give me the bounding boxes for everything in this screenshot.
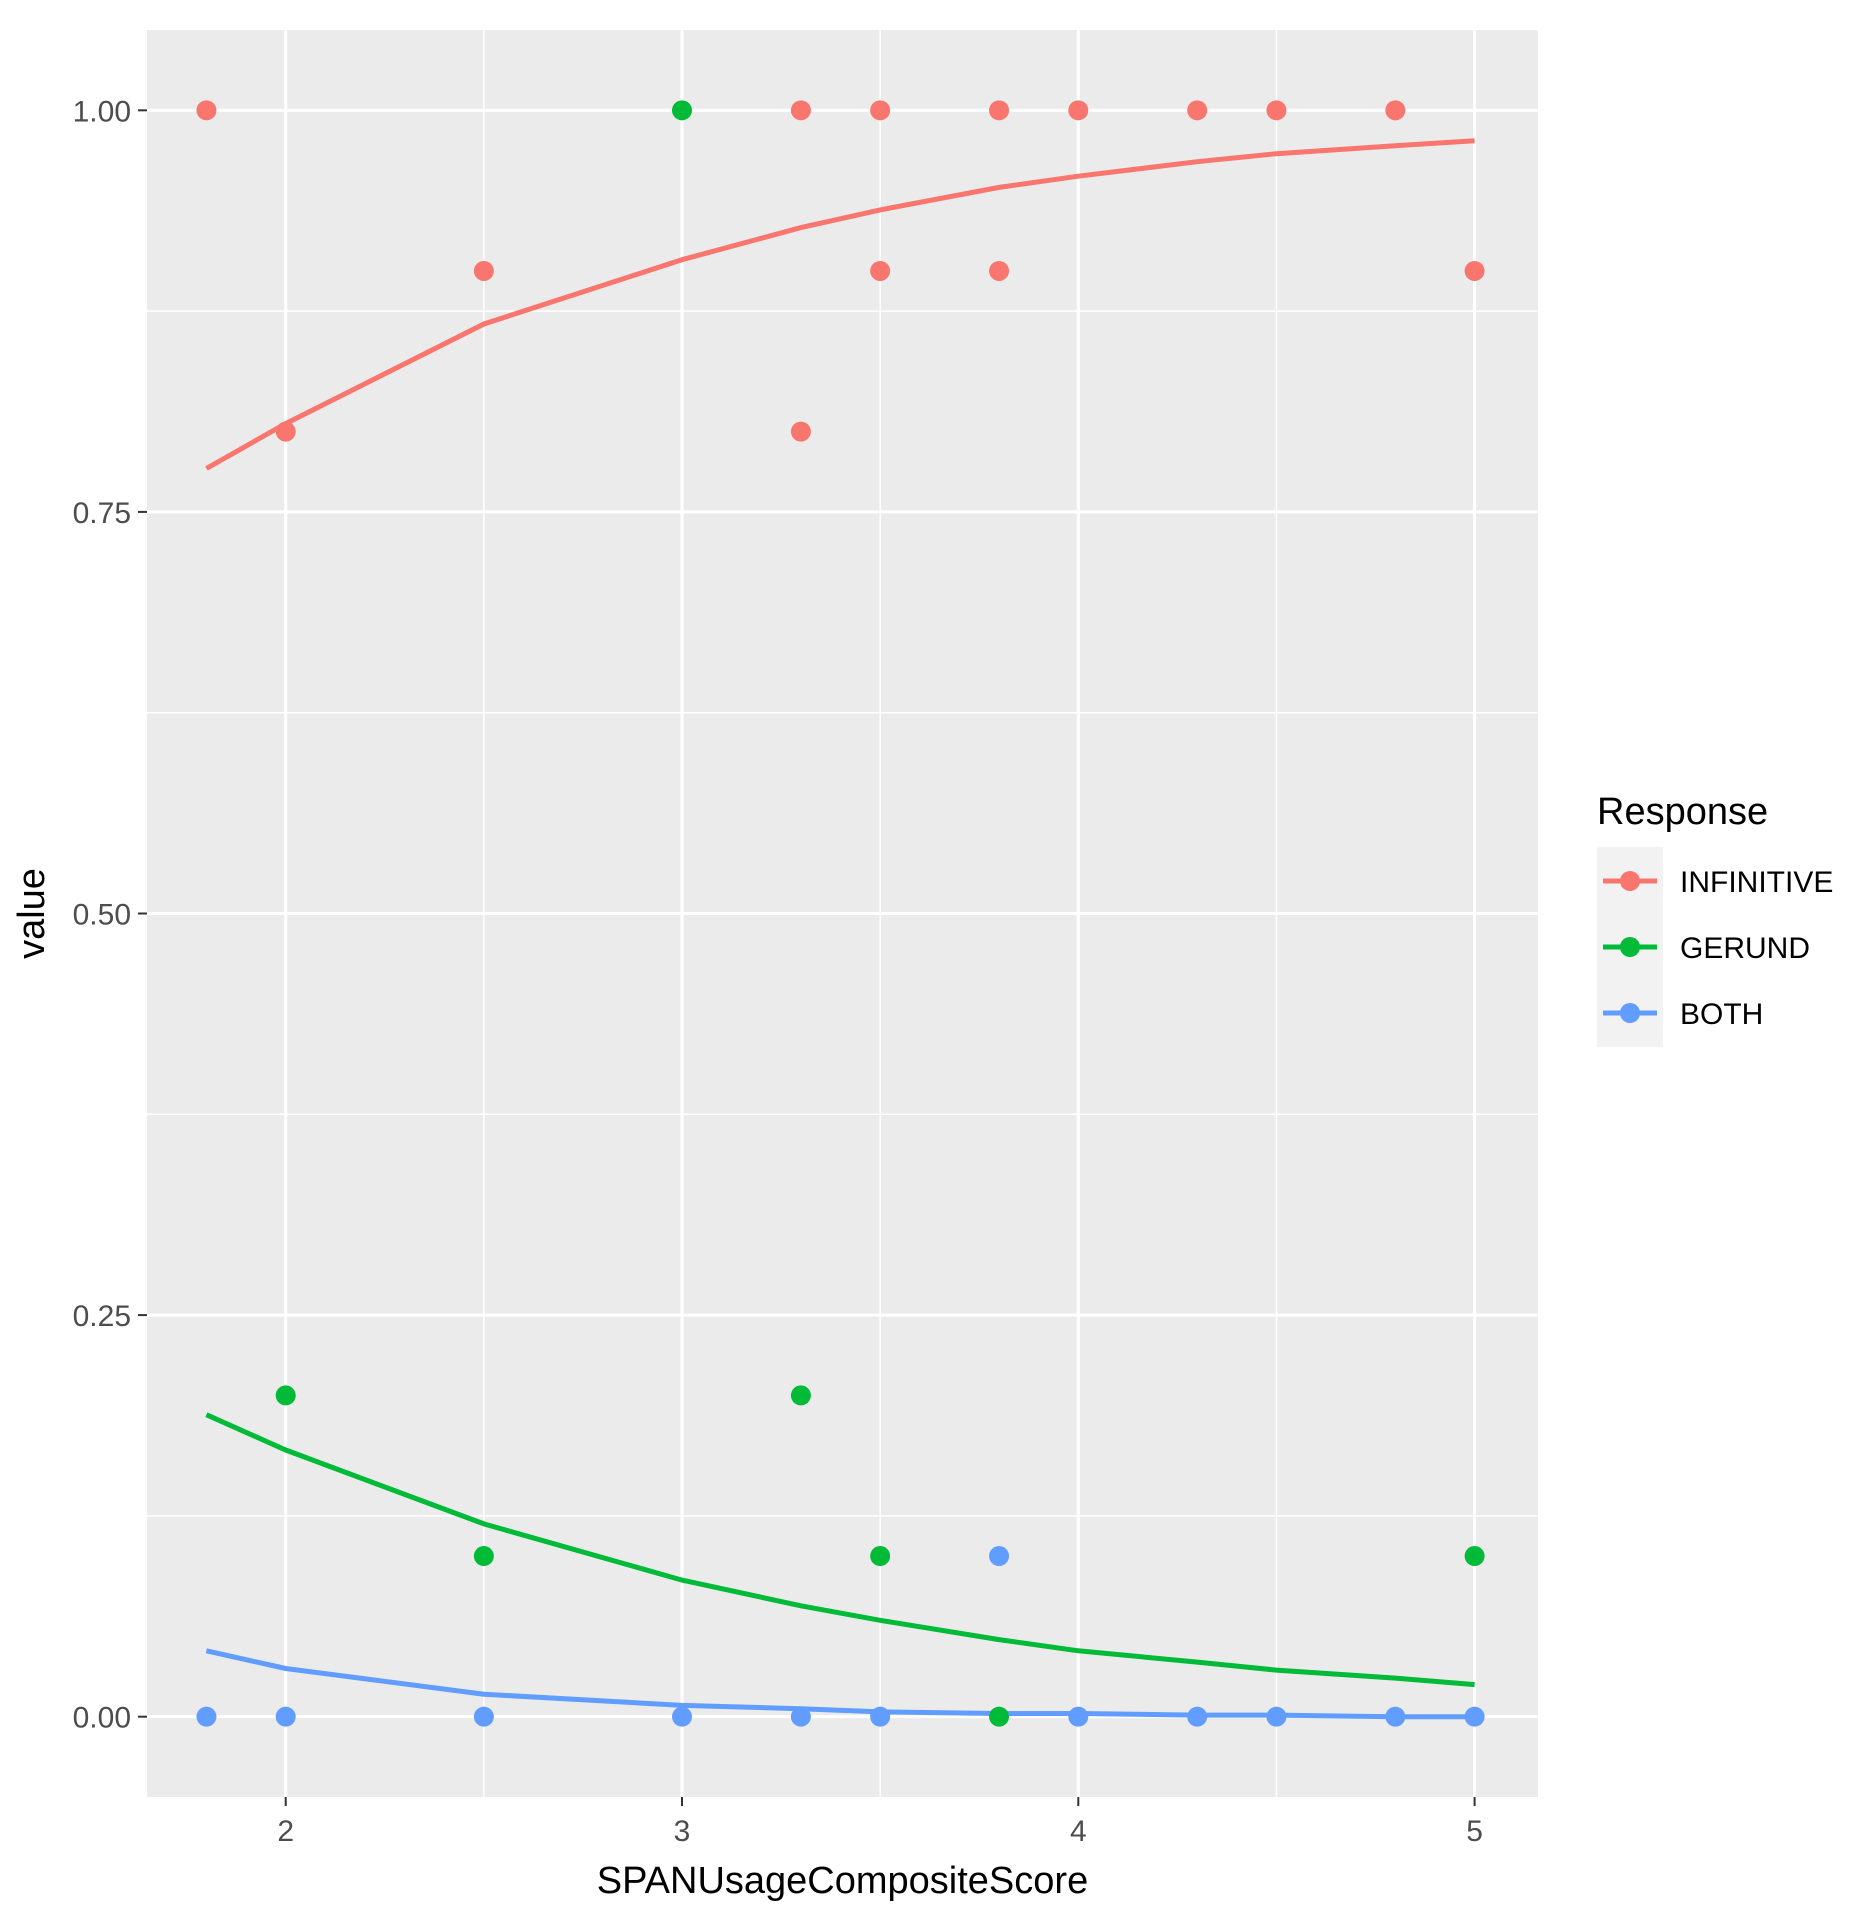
point-infinitive xyxy=(275,421,296,442)
point-infinitive xyxy=(1266,100,1287,121)
point-both xyxy=(790,1706,811,1727)
point-both xyxy=(196,1706,217,1727)
point-both xyxy=(1266,1706,1287,1727)
legend: Response INFINITIVE GERUND BOTH xyxy=(1597,791,1833,1047)
x-axis-ticks: 2 3 4 5 xyxy=(277,1797,1483,1848)
fit-line-infinitive xyxy=(205,138,1475,471)
point-both xyxy=(1464,1706,1485,1727)
x-tick-label: 4 xyxy=(1070,1815,1087,1848)
y-axis-title: value xyxy=(11,868,53,959)
point-infinitive xyxy=(1187,100,1208,121)
x-axis-title: SPANUsageCompositeScore xyxy=(597,1860,1088,1902)
legend-label: GERUND xyxy=(1680,932,1810,965)
point-both xyxy=(989,1546,1010,1567)
y-axis-ticks: 0.00 0.25 0.50 0.75 1.00 xyxy=(73,95,147,1735)
y-tick-label: 1.00 xyxy=(73,95,131,128)
point-gerund xyxy=(672,100,692,121)
point-infinitive xyxy=(196,100,217,121)
point-infinitive xyxy=(1068,100,1089,121)
point-both xyxy=(1385,1706,1406,1727)
y-tick-label: 0.75 xyxy=(73,497,131,530)
x-tick-label: 3 xyxy=(674,1815,691,1848)
point-infinitive xyxy=(790,100,811,121)
legend-key-point xyxy=(1620,1003,1640,1023)
fit-lines xyxy=(205,138,1475,1720)
legend-item-both: BOTH xyxy=(1603,998,1763,1031)
point-both xyxy=(1068,1706,1089,1727)
legend-title: Response xyxy=(1597,791,1768,833)
point-infinitive xyxy=(870,260,891,281)
point-both xyxy=(870,1706,891,1727)
point-gerund xyxy=(790,1385,811,1406)
point-gerund xyxy=(473,1546,494,1567)
point-infinitive xyxy=(473,260,494,281)
point-gerund xyxy=(989,1706,1010,1727)
x-tick-label: 2 xyxy=(277,1815,294,1848)
x-tick-label: 5 xyxy=(1466,1815,1483,1848)
legend-item-gerund: GERUND xyxy=(1603,932,1810,965)
point-both xyxy=(473,1706,494,1727)
y-tick-label: 0.50 xyxy=(73,899,131,932)
point-infinitive xyxy=(989,260,1010,281)
point-gerund xyxy=(870,1546,891,1567)
data-points xyxy=(196,100,1485,1727)
point-infinitive xyxy=(1385,100,1406,121)
y-tick-label: 0.25 xyxy=(73,1300,131,1333)
point-infinitive xyxy=(1464,260,1485,281)
legend-label: INFINITIVE xyxy=(1680,866,1833,899)
legend-label: BOTH xyxy=(1680,998,1763,1031)
legend-item-infinitive: INFINITIVE xyxy=(1603,866,1833,899)
point-infinitive xyxy=(790,421,811,442)
legend-key-point xyxy=(1620,871,1640,891)
point-both xyxy=(672,1706,692,1727)
point-gerund xyxy=(275,1385,296,1406)
point-infinitive xyxy=(989,100,1010,121)
major-gridlines xyxy=(147,30,1538,1797)
point-gerund xyxy=(1464,1546,1485,1567)
point-both xyxy=(1187,1706,1208,1727)
legend-items: INFINITIVE GERUND BOTH xyxy=(1603,866,1833,1031)
legend-key-point xyxy=(1620,937,1640,957)
fit-line-both xyxy=(205,1648,1475,1720)
y-tick-label: 0.00 xyxy=(73,1702,131,1735)
point-both xyxy=(275,1706,296,1727)
point-infinitive xyxy=(870,100,891,121)
fit-line-gerund xyxy=(205,1412,1475,1688)
